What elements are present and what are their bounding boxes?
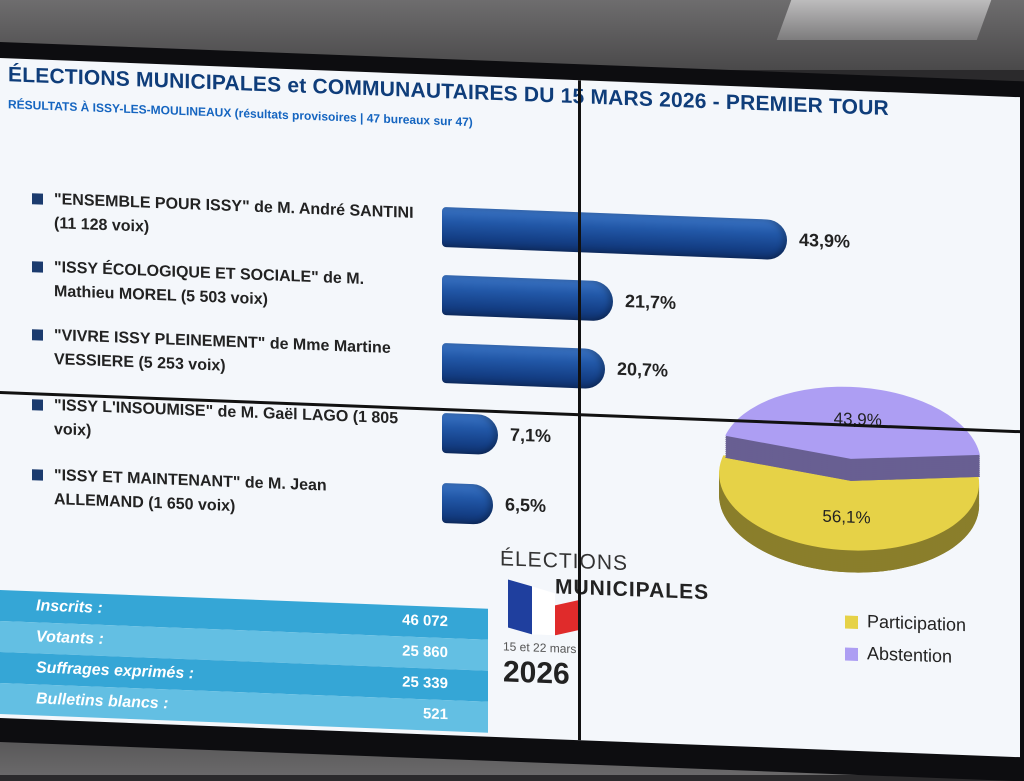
legend-label: Participation: [867, 611, 967, 636]
bullet-icon: [32, 261, 43, 273]
flag-white: [532, 586, 555, 636]
candidate-name: "ISSY L'INSOUMISE" de M. Gaël LAGO (1 80…: [54, 397, 399, 440]
candidate-name: "ISSY ÉCOLOGIQUE ET SOCIALE" de M. Mathi…: [54, 259, 365, 309]
stats-value: 521: [422, 705, 448, 724]
legend-swatch: [845, 647, 858, 661]
candidate-label: "ISSY L'INSOUMISE" de M. Gaël LAGO (1 80…: [32, 393, 416, 456]
legend-swatch: [845, 615, 858, 629]
stats-value: 46 072: [402, 611, 448, 631]
candidate-name: "ENSEMBLE POUR ISSY" de M. André SANTINI…: [54, 191, 414, 236]
logo-dates: 15 et 22 mars: [503, 639, 577, 657]
result-bar: [442, 482, 493, 525]
candidate-label: "ENSEMBLE POUR ISSY" de M. André SANTINI…: [32, 187, 416, 250]
stats-label: Bulletins blancs :: [36, 690, 169, 713]
bullet-icon: [32, 399, 43, 411]
candidate-name: "ISSY ET MAINTENANT" de M. Jean ALLEMAND…: [54, 467, 327, 516]
stats-table: Inscrits : 46 072 Votants : 25 860 Suffrages…: [0, 590, 488, 733]
stats-label: Suffrages exprimés :: [36, 659, 194, 683]
ceiling-light: [776, 0, 992, 40]
legend-label: Abstention: [867, 643, 953, 667]
logo-year: 2026: [503, 655, 570, 691]
pie-slice-label: 56,1%: [822, 506, 871, 528]
flag-blue: [508, 579, 532, 635]
result-bar: [442, 412, 498, 456]
french-flag-icon: [508, 579, 578, 636]
bullet-icon: [32, 329, 43, 341]
bullet-icon: [32, 193, 43, 205]
result-percentage: 7,1%: [510, 424, 552, 447]
stats-value: 25 339: [402, 673, 448, 693]
candidate-label: "ISSY ET MAINTENANT" de M. Jean ALLEMAND…: [32, 463, 416, 526]
participation-pie-chart: [719, 386, 980, 573]
result-bar: [442, 206, 787, 261]
bullet-icon: [32, 469, 43, 481]
display-screen: ÉLECTIONS MUNICIPALES et COMMUNAUTAIRES …: [0, 58, 1020, 758]
elections-logo: ÉLECTIONS MUNICIPALES 15 et 22 mars 2026: [500, 547, 720, 725]
pie-slice: [719, 455, 980, 573]
result-percentage: 21,7%: [625, 291, 677, 313]
candidate-name: "VIVRE ISSY PLEINEMENT" de Mme Martine V…: [54, 327, 391, 375]
stats-value: 25 860: [402, 642, 448, 662]
candidate-label: "ISSY ÉCOLOGIQUE ET SOCIALE" de M. Mathi…: [32, 255, 416, 318]
stats-label: Inscrits :: [36, 597, 103, 617]
result-percentage: 6,5%: [505, 494, 547, 516]
result-percentage: 43,9%: [799, 229, 851, 252]
pie-slice-top: [719, 455, 980, 551]
result-percentage: 20,7%: [617, 358, 669, 381]
logo-top-text: ÉLECTIONS: [500, 547, 629, 576]
result-bar: [442, 274, 613, 322]
flag-red: [555, 600, 578, 636]
screen-seam-vertical: [578, 80, 581, 741]
stats-label: Votants :: [36, 628, 104, 648]
candidate-label: "VIVRE ISSY PLEINEMENT" de Mme Martine V…: [32, 323, 416, 386]
